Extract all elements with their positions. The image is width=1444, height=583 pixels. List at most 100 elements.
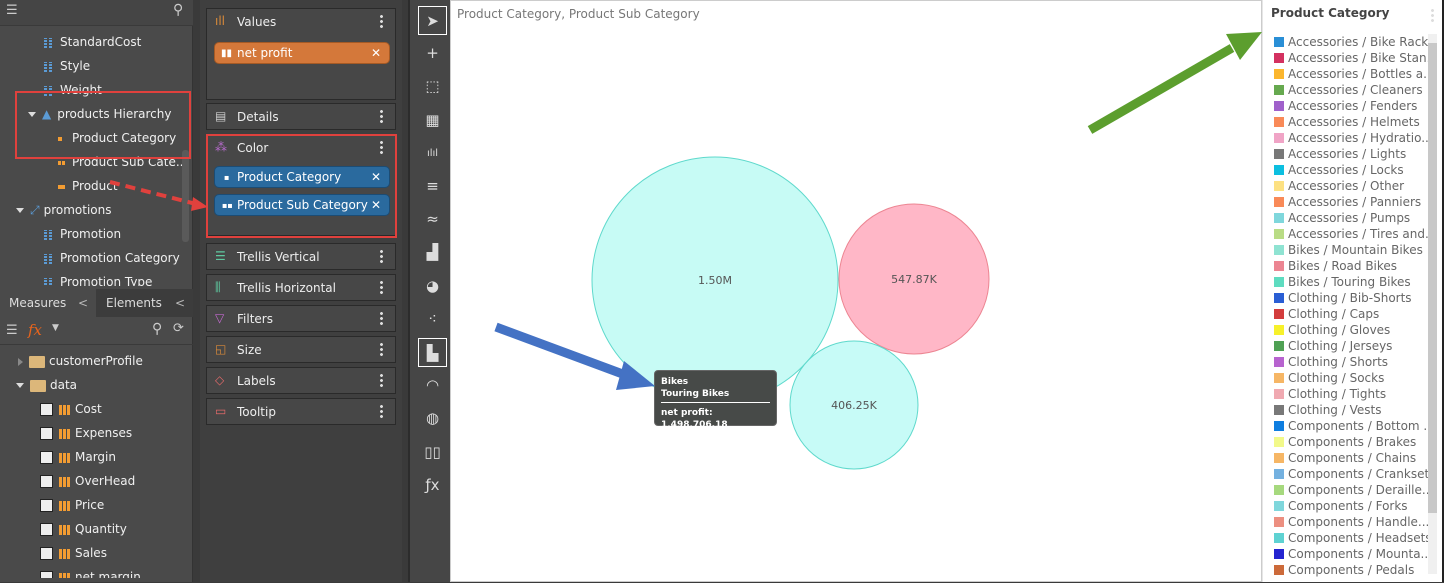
pointer-icon[interactable]: ➤ <box>418 6 447 35</box>
more-options-icon[interactable] <box>380 249 383 263</box>
column-chart-icon[interactable]: ılıl <box>426 147 439 159</box>
legend-item[interactable]: Clothing / Bib-Shorts <box>1274 290 1412 306</box>
bubble[interactable] <box>838 203 990 355</box>
legend-item[interactable]: Accessories / Other <box>1274 178 1404 194</box>
legend-item[interactable]: Accessories / Pumps <box>1274 210 1410 226</box>
field-promotion-type[interactable]: Promotion Type <box>44 271 152 286</box>
legend-item[interactable]: Components / Chains <box>1274 450 1416 466</box>
well-tooltip[interactable]: ▭ Tooltip <box>206 398 396 425</box>
formula-chart-icon[interactable]: ƒx <box>425 475 440 494</box>
more-options-icon[interactable] <box>380 109 383 123</box>
search-icon[interactable]: ⚲ <box>152 321 163 337</box>
measure-item[interactable]: Quantity <box>40 518 127 540</box>
field-promotion-category[interactable]: Promotion Category <box>44 247 180 269</box>
expand-caret-icon[interactable] <box>28 112 36 117</box>
level-product[interactable]: Product <box>58 175 118 197</box>
legend-item[interactable]: Clothing / Caps <box>1274 306 1379 322</box>
pill-product-category[interactable]: ▪ Product Category ✕ <box>214 166 390 188</box>
measure-item[interactable]: Cost <box>40 398 102 420</box>
folder-data[interactable]: data <box>16 374 77 396</box>
measure-item[interactable]: Margin <box>40 446 116 468</box>
pill-net-profit[interactable]: ▮▮ net profit ✕ <box>214 42 390 64</box>
gauge-icon[interactable]: ◠ <box>425 376 440 395</box>
refresh-icon[interactable]: ⟳ <box>173 321 184 336</box>
legend-item[interactable]: Components / Forks <box>1274 498 1408 514</box>
more-options-icon[interactable] <box>380 404 383 418</box>
remove-icon[interactable]: ✕ <box>370 198 381 212</box>
legend-scrollbar[interactable] <box>1428 34 1437 574</box>
well-values[interactable]: ıll Values ▮▮ net profit ✕ <box>206 8 396 100</box>
legend-item[interactable]: Clothing / Socks <box>1274 370 1384 386</box>
level-product-category[interactable]: Product Category <box>58 127 176 149</box>
legend-item[interactable]: Clothing / Vests <box>1274 402 1381 418</box>
legend-item[interactable]: Accessories / Cleaners <box>1274 82 1423 98</box>
legend-item[interactable]: Accessories / Bike Racks <box>1274 34 1435 50</box>
pie-chart-icon[interactable]: ◕ <box>425 276 440 295</box>
legend-item[interactable]: Accessories / Hydratio... <box>1274 130 1433 146</box>
measure-item[interactable]: Sales <box>40 542 107 564</box>
legend-item[interactable]: Accessories / Locks <box>1274 162 1404 178</box>
well-trellis-vertical[interactable]: ☰ Trellis Vertical <box>206 243 396 270</box>
list-view-icon[interactable]: ☰ <box>6 3 18 18</box>
legend-item[interactable]: Accessories / Helmets <box>1274 114 1420 130</box>
checkbox[interactable] <box>40 475 53 488</box>
legend-item[interactable]: Clothing / Jerseys <box>1274 338 1392 354</box>
tab-elements[interactable]: Elements < <box>106 296 186 310</box>
measure-item[interactable]: Expenses <box>40 422 132 444</box>
search-icon[interactable]: ⚲ <box>173 2 184 18</box>
legend-item[interactable]: Clothing / Gloves <box>1274 322 1390 338</box>
measure-item[interactable]: Price <box>40 494 104 516</box>
legend-item[interactable]: Components / Pedals <box>1274 562 1414 578</box>
checkbox[interactable] <box>40 427 53 440</box>
tab-measures[interactable]: Measures < <box>0 289 96 317</box>
expand-caret-icon[interactable] <box>16 383 24 388</box>
area-chart-icon[interactable]: ▟ <box>426 243 439 262</box>
hierarchy-products[interactable]: ▲ products Hierarchy <box>28 103 171 125</box>
well-size[interactable]: ◱ Size <box>206 336 396 363</box>
measure-item[interactable]: net margin <box>40 566 141 578</box>
field-weight[interactable]: Weight <box>44 79 102 101</box>
measure-item[interactable]: OverHead <box>40 470 135 492</box>
formula-icon[interactable]: fx <box>28 321 43 339</box>
line-chart-icon[interactable]: ≈ <box>426 210 439 229</box>
well-filters[interactable]: ▽ Filters <box>206 305 396 332</box>
pivot-icon[interactable]: ▯▯ <box>424 442 441 461</box>
more-options-icon[interactable] <box>380 311 383 325</box>
legend-item[interactable]: Accessories / Bike Stan... <box>1274 50 1438 66</box>
dimension-promotions[interactable]: ⤢ promotions <box>16 199 112 221</box>
checkbox[interactable] <box>40 571 53 578</box>
expand-caret-icon[interactable] <box>16 208 24 213</box>
legend-item[interactable]: Components / Cranksets <box>1274 466 1435 482</box>
field-promotion[interactable]: Promotion <box>44 223 121 245</box>
legend-item[interactable]: Bikes / Touring Bikes <box>1274 274 1411 290</box>
more-options-icon[interactable] <box>380 373 383 387</box>
legend-item[interactable]: Accessories / Panniers <box>1274 194 1421 210</box>
scatter-icon[interactable]: ⁖ <box>428 309 437 328</box>
legend-item[interactable]: Components / Handle... <box>1274 514 1429 530</box>
legend-item[interactable]: Accessories / Fenders <box>1274 98 1417 114</box>
checkbox[interactable] <box>40 451 53 464</box>
folder-customerprofile[interactable]: customerProfile <box>18 350 143 372</box>
checkbox[interactable] <box>40 499 53 512</box>
legend-item[interactable]: Clothing / Shorts <box>1274 354 1388 370</box>
expand-caret-icon[interactable] <box>18 357 23 366</box>
legend-item[interactable]: Components / Brakes <box>1274 434 1416 450</box>
treemap-icon[interactable]: ▙ <box>418 338 447 367</box>
more-options-icon[interactable] <box>380 14 383 28</box>
globe-icon[interactable]: ◍ <box>425 409 440 428</box>
bubble[interactable] <box>789 340 919 470</box>
more-options-icon[interactable] <box>380 140 383 154</box>
more-options-icon[interactable] <box>380 280 383 294</box>
more-options-icon[interactable] <box>380 342 383 356</box>
dropdown-arrow-icon[interactable]: ▼ <box>52 323 59 333</box>
checkbox[interactable] <box>40 403 53 416</box>
well-labels[interactable]: ◇ Labels <box>206 367 396 394</box>
legend-item[interactable]: Bikes / Road Bikes <box>1274 258 1397 274</box>
legend-item[interactable]: Bikes / Mountain Bikes <box>1274 242 1423 258</box>
remove-icon[interactable]: ✕ <box>370 46 381 60</box>
legend-item[interactable]: Clothing / Tights <box>1274 386 1386 402</box>
well-details[interactable]: ▤ Details <box>206 103 396 130</box>
legend-item[interactable]: Components / Mounta... <box>1274 546 1432 562</box>
legend-item[interactable]: Accessories / Tires and... <box>1274 226 1436 242</box>
select-area-icon[interactable]: ⬚ <box>425 77 440 96</box>
